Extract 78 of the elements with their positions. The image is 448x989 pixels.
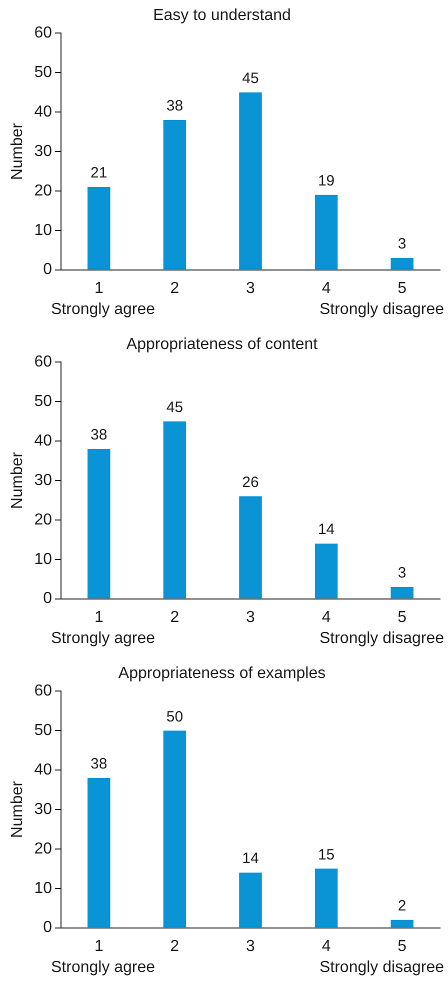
data-label: 2 — [398, 898, 406, 915]
data-label: 14 — [318, 521, 335, 538]
y-tick-label: 60 — [34, 24, 52, 42]
data-label: 19 — [318, 172, 335, 190]
bar — [163, 421, 186, 598]
y-axis-title: Number — [9, 780, 26, 838]
x-tick-label: 1 — [94, 938, 104, 955]
x-tick-label: 3 — [246, 280, 256, 297]
text: Strongly disagree — [319, 630, 444, 648]
data-label: 14 — [242, 850, 259, 868]
y-tick-label: 0 — [43, 919, 52, 936]
y-tick-label: 50 — [34, 393, 52, 410]
y-tick-label: 20 — [34, 511, 52, 528]
y-tick-label: 40 — [34, 432, 52, 450]
x-tick-label: 2 — [170, 280, 180, 297]
data-label: 38 — [90, 756, 108, 773]
text: Strongly disagree — [319, 301, 444, 318]
y-tick-label: 30 — [34, 800, 52, 818]
bar — [239, 496, 262, 598]
chart-title: Appropriateness of examples — [118, 665, 326, 682]
bar — [390, 920, 414, 928]
x-tick-label: 4 — [322, 608, 331, 626]
data-label: 45 — [166, 398, 184, 416]
data-label: 45 — [242, 70, 259, 87]
bar — [314, 544, 338, 598]
x-tick-label: 1 — [94, 608, 104, 626]
bar — [88, 778, 110, 928]
chart-title: Easy to understand — [153, 7, 291, 24]
y-tick-label: 30 — [34, 472, 52, 489]
data-label: 38 — [90, 426, 108, 444]
x-tick-label: 4 — [322, 938, 331, 955]
text: Strongly disagree — [319, 959, 444, 976]
y-axis-title: Number — [9, 451, 26, 509]
x-tick-label: 2 — [170, 938, 180, 955]
y-tick-label: 50 — [34, 64, 52, 82]
x-tick-label: 3 — [246, 938, 256, 955]
y-tick-label: 60 — [34, 682, 52, 700]
y-tick-label: 0 — [43, 590, 52, 608]
y-tick-label: 50 — [34, 722, 52, 740]
y-tick-label: 60 — [34, 354, 52, 371]
y-axis-title: Number — [9, 122, 26, 180]
text: Strongly agree — [50, 959, 156, 976]
data-label: 26 — [242, 474, 259, 491]
y-tick-label: 20 — [34, 182, 52, 200]
bar — [88, 186, 110, 270]
bar — [314, 868, 338, 928]
y-tick-label: 10 — [34, 880, 52, 897]
data-label: 15 — [318, 846, 335, 864]
text: Strongly agree — [50, 301, 156, 318]
data-label: 21 — [90, 164, 108, 182]
bar — [390, 586, 414, 598]
x-tick-label: 4 — [322, 280, 331, 297]
x-tick-label: 5 — [398, 938, 407, 955]
bar — [163, 730, 186, 928]
data-label: 3 — [398, 564, 406, 582]
x-tick-label: 2 — [170, 608, 180, 626]
bar — [163, 120, 186, 270]
bar — [390, 258, 414, 270]
data-label: 50 — [166, 708, 184, 726]
bar — [88, 448, 110, 598]
chart-title: Appropriateness of content — [126, 336, 318, 354]
text: Strongly agree — [50, 630, 156, 648]
bar — [239, 92, 262, 270]
data-label: 38 — [166, 98, 184, 115]
x-tick-label: 5 — [398, 608, 407, 626]
y-tick-label: 20 — [34, 840, 52, 858]
x-tick-label: 5 — [398, 280, 407, 297]
data-label: 3 — [398, 236, 406, 253]
y-tick-label: 40 — [34, 761, 52, 778]
y-tick-label: 0 — [43, 261, 52, 278]
bar — [314, 194, 338, 270]
y-tick-label: 10 — [34, 550, 52, 568]
x-tick-label: 1 — [94, 280, 104, 297]
y-tick-label: 40 — [34, 103, 52, 120]
y-tick-label: 30 — [34, 142, 52, 160]
x-tick-label: 3 — [246, 608, 256, 626]
bar — [239, 872, 262, 928]
y-tick-label: 10 — [34, 222, 52, 239]
